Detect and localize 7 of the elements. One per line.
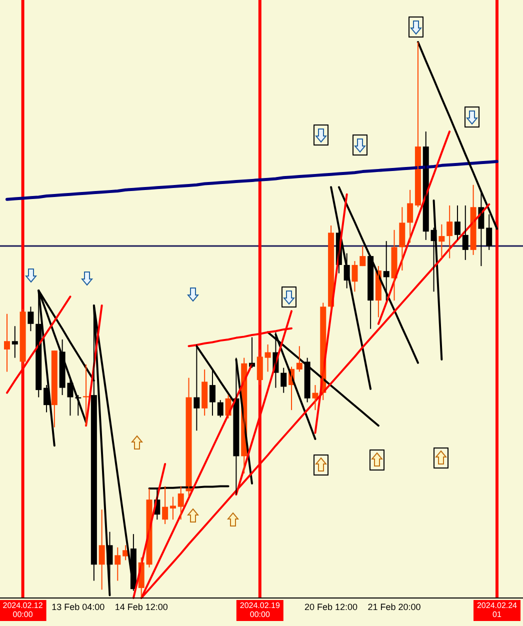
- x-tick-label: 13 Feb 04:00: [52, 602, 105, 612]
- x-tick-label: 14 Feb 12:00: [114, 602, 168, 612]
- x-tick-label: 20 Feb 12:00: [304, 602, 358, 612]
- x-tick-label: 2024.02.12 00:00: [2, 601, 44, 619]
- x-tick-label: 2024.02.19 00:00: [240, 601, 280, 619]
- x-tick-label: 21 Feb 20:00: [368, 602, 421, 612]
- x-tick-label: 2024.02.24 01: [476, 601, 518, 619]
